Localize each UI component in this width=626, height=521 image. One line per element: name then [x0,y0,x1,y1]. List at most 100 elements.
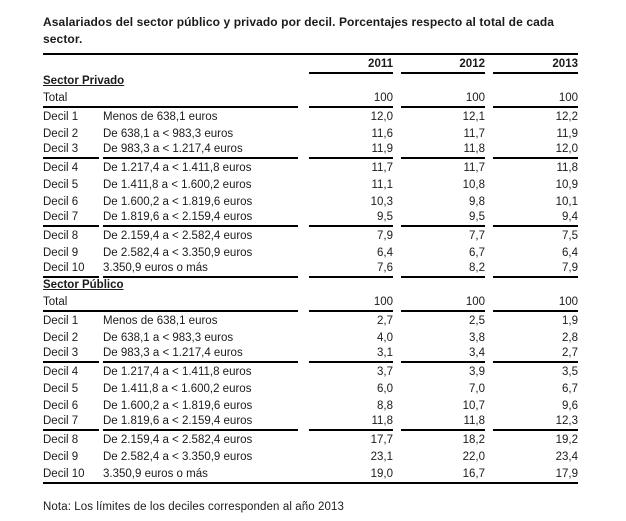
range-label: De 1.217,4 a < 1.411,8 euros [103,366,252,378]
value-2012: 7,7 [469,230,485,242]
decil-label: Decil 4 [43,162,79,174]
value-2013: 9,4 [493,210,578,227]
year-header-spacer [43,55,298,74]
value-2013: 12,2 [555,111,578,123]
decil-label: Total [43,92,298,108]
value-2012: 3,8 [469,332,485,344]
value-2011: 12,0 [370,111,393,123]
table-row: Decil 7 De 1.819,6 a < 2.159,4 euros 11,8 1… [43,414,578,431]
row-label-cell: Decil 8 De 2.159,4 a < 2.582,4 euros [43,431,298,448]
value-2012: 10,7 [462,400,485,412]
value-2011: 19,0 [370,468,393,480]
table-row: Decil 4 De 1.217,4 a < 1.411,8 euros 3,7 3,… [43,363,578,380]
value-2013: 6,7 [562,383,578,395]
section-title: Sector Público [43,279,124,291]
decil-label: Decil 7 [43,415,99,431]
decil-label: Decil 2 [43,332,79,344]
value-2012: 16,7 [462,468,485,480]
value-2011: 11,1 [371,179,393,191]
section-title: Sector Privado [43,75,125,87]
range-label: De 1.600,2 a < 1.819,6 euros [103,400,253,412]
section-header-row: Sector Público [43,278,578,295]
decil-label: Decil 1 [43,111,79,123]
value-2011: 8,8 [377,400,393,412]
year-header-row: 2011 2012 2013 [43,55,578,74]
range-label: De 1.411,8 a < 1.600,2 euros [103,179,252,191]
range-label: 3.350,9 euros o más [103,468,208,480]
table-row: Decil 3 De 983,3 a < 1.217,4 euros 11,9 11,… [43,142,578,159]
row-label-cell: Decil 7 De 1.819,6 a < 2.159,4 euros [43,414,298,431]
row-label-cell: Decil 10 3.350,9 euros o más [43,261,298,278]
range-label: De 983,3 a < 1.217,4 euros [103,143,298,159]
range-label: De 1.819,6 a < 2.159,4 euros [103,415,298,431]
value-2011: 9,5 [309,210,393,227]
value-2012: 2,5 [469,315,485,327]
decil-label: Total [43,296,298,312]
row-label-cell: Decil 7 De 1.819,6 a < 2.159,4 euros [43,210,298,227]
table-row: Decil 9 De 2.582,4 a < 3.350,9 euros 6,4 6,… [43,244,578,261]
range-label: De 2.582,4 a < 3.350,9 euros [103,247,253,259]
table-row: Decil 2 De 638,1 a < 983,3 euros 11,6 11,7 1… [43,125,578,142]
value-2013: 6,4 [562,247,578,259]
range-label: De 2.582,4 a < 3.350,9 euros [103,451,253,463]
value-2012: 9,5 [401,210,485,227]
decil-label: Decil 9 [43,247,79,259]
value-2012: 11,7 [463,128,485,140]
decil-label: Decil 3 [43,143,99,159]
value-2011: 11,9 [309,142,393,159]
value-2011: 6,0 [377,383,393,395]
range-label: De 638,1 a < 983,3 euros [103,128,234,140]
table-row: Decil 6 De 1.600,2 a < 1.819,6 euros 10,3 9… [43,193,578,210]
section-header-cell: Sector Privado [43,74,298,91]
decil-label: Decil 8 [43,434,79,446]
value-2013: 19,2 [555,434,578,446]
table-row: Decil 3 De 983,3 a < 1.217,4 euros 3,1 3,4 2… [43,346,578,363]
value-2012: 12,1 [462,111,485,123]
table-row: Decil 8 De 2.159,4 a < 2.582,4 euros 7,9 7,… [43,227,578,244]
decil-label: Decil 3 [43,347,99,363]
table-row: Decil 2 De 638,1 a < 983,3 euros 4,0 3,8 2,8 [43,329,578,346]
value-2013: 100 [493,91,578,108]
row-label-cell: Decil 4 De 1.217,4 a < 1.411,8 euros [43,159,298,176]
row-label-cell: Decil 5 De 1.411,8 a < 1.600,2 euros [43,380,298,397]
table-row: Decil 10 3.350,9 euros o más 7,6 8,2 7,9 [43,261,578,278]
range-label: De 1.217,4 a < 1.411,8 euros [103,162,252,174]
table-row: Decil 8 De 2.159,4 a < 2.582,4 euros 17,7 1… [43,431,578,448]
value-2013: 7,5 [562,230,578,242]
decil-label: Decil 4 [43,366,79,378]
decil-label: Decil 10 [43,468,85,480]
table-note: Nota: Los límites de los deciles corresp… [43,501,345,513]
value-2011: 3,1 [309,346,393,363]
value-2013: 17,9 [555,468,578,480]
row-label-cell: Decil 6 De 1.600,2 a < 1.819,6 euros [43,397,298,414]
range-label: De 1.600,2 a < 1.819,6 euros [103,196,253,208]
table-row: Total 100 100 100 [43,91,578,108]
value-2011: 10,3 [370,196,393,208]
value-2011: 7,9 [377,230,393,242]
value-2013: 23,4 [555,451,578,463]
year-label-2011: 2011 [309,55,393,74]
table-bottom-rule [43,482,578,484]
value-2012: 3,9 [469,366,485,378]
row-label-cell: Decil 3 De 983,3 a < 1.217,4 euros [43,346,298,363]
value-2011: 2,7 [377,315,393,327]
table-top-rule [43,53,578,55]
range-label: 3.350,9 euros o más [103,262,298,278]
decil-label: Decil 1 [43,315,79,327]
value-2012: 6,7 [469,247,485,259]
decil-label: Decil 6 [43,400,79,412]
value-2013: 1,9 [562,315,578,327]
range-label: De 2.159,4 a < 2.582,4 euros [103,230,253,242]
page-title: Asalariados del sector público y privado… [43,15,555,46]
row-label-cell: Decil 10 3.350,9 euros o más [43,465,298,482]
row-label-cell: Decil 2 De 638,1 a < 983,3 euros [43,329,298,346]
value-2011: 7,6 [309,261,393,278]
value-2011: 3,7 [377,366,393,378]
value-2013: 11,9 [556,128,578,140]
year-label-2012: 2012 [401,55,485,74]
row-label-cell: Decil 9 De 2.582,4 a < 3.350,9 euros [43,244,298,261]
value-2012: 7,0 [469,383,485,395]
value-2011: 100 [309,295,393,312]
value-2011: 11,6 [371,128,393,140]
row-label-cell: Decil 1 Menos de 638,1 euros [43,312,298,329]
